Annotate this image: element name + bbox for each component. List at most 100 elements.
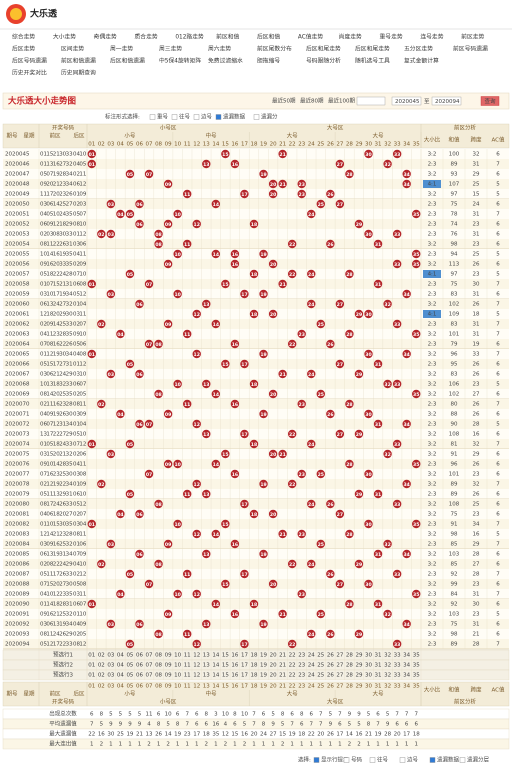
- predict-cell[interactable]: 08: [155, 663, 162, 669]
- predict-cell[interactable]: 24: [308, 663, 315, 669]
- nav-link[interactable]: 012路走势: [175, 33, 204, 41]
- filter-option[interactable]: 重号: [157, 113, 169, 121]
- predict-cell[interactable]: 34: [403, 653, 410, 659]
- nav-link[interactable]: 后区走势: [12, 45, 35, 53]
- predict-cell[interactable]: 30: [365, 653, 372, 659]
- nav-link[interactable]: 免费过滤缩水: [208, 57, 243, 65]
- nav-link[interactable]: 随机选号工具: [355, 57, 390, 65]
- filter-checkbox[interactable]: [215, 114, 222, 120]
- range-link[interactable]: 最近100期: [328, 97, 355, 105]
- input-from-text[interactable]: 2020045: [395, 99, 420, 105]
- nav-link[interactable]: 大小走势: [53, 33, 76, 41]
- predict-cell[interactable]: 09: [165, 653, 172, 659]
- predict-cell[interactable]: 18: [251, 653, 258, 659]
- predict-cell[interactable]: 26: [327, 673, 334, 679]
- predict-cell[interactable]: 24: [308, 653, 315, 659]
- nav-link[interactable]: 前区尾数分布: [257, 45, 292, 53]
- predict-cell[interactable]: 11: [184, 663, 191, 669]
- nav-link[interactable]: 区间走势: [61, 45, 84, 53]
- predict-cell[interactable]: 12: [193, 663, 200, 669]
- nav-link[interactable]: 重号走势: [380, 33, 403, 41]
- predict-cell[interactable]: 10: [174, 673, 181, 679]
- predict-cell[interactable]: 35: [413, 673, 420, 679]
- predict-cell[interactable]: 21: [279, 653, 286, 659]
- predict-cell[interactable]: 25: [317, 673, 324, 679]
- predict-cell[interactable]: 29: [355, 653, 362, 659]
- filter-checkbox[interactable]: [171, 114, 178, 120]
- predict-cell[interactable]: 17: [241, 653, 248, 659]
- option-checkbox[interactable]: [343, 757, 350, 763]
- predict-cell[interactable]: 17: [241, 673, 248, 679]
- nav-link[interactable]: 前区号码遗漏: [453, 45, 488, 53]
- predict-cell[interactable]: 28: [346, 653, 353, 659]
- range-link[interactable]: 最近50期: [272, 97, 296, 105]
- predict-cell[interactable]: 06: [136, 673, 143, 679]
- predict-cell[interactable]: 07: [146, 673, 153, 679]
- predict-cell[interactable]: 15: [222, 673, 229, 679]
- nav-link[interactable]: 周一走势: [110, 45, 133, 53]
- predict-cell[interactable]: 33: [394, 673, 401, 679]
- nav-link[interactable]: 综合走势: [12, 33, 35, 41]
- predict-cell[interactable]: 01: [88, 653, 95, 659]
- option-label[interactable]: 遗漏数据: [437, 756, 460, 764]
- predict-cell[interactable]: 32: [384, 663, 391, 669]
- predict-cell[interactable]: 29: [355, 673, 362, 679]
- option-label[interactable]: 号码: [351, 756, 363, 764]
- predict-cell[interactable]: 31: [375, 653, 382, 659]
- nav-link[interactable]: 周六走势: [208, 45, 231, 53]
- predict-cell[interactable]: 08: [155, 673, 162, 679]
- option-checkbox[interactable]: [313, 757, 320, 763]
- predict-cell[interactable]: 11: [184, 673, 191, 679]
- predict-cell[interactable]: 21: [279, 673, 286, 679]
- filter-option[interactable]: 往号: [179, 113, 191, 121]
- predict-cell[interactable]: 25: [317, 653, 324, 659]
- predict-cell[interactable]: 08: [155, 653, 162, 659]
- predict-cell[interactable]: 09: [165, 663, 172, 669]
- nav-link[interactable]: 中5保4旋转矩阵: [159, 57, 201, 65]
- predict-cell[interactable]: 34: [403, 663, 410, 669]
- predict-cell[interactable]: 02: [98, 653, 105, 659]
- predict-cell[interactable]: 35: [413, 663, 420, 669]
- nav-link[interactable]: 前区走势: [461, 33, 484, 41]
- predict-cell[interactable]: 23: [298, 663, 305, 669]
- predict-cell[interactable]: 28: [346, 663, 353, 669]
- predict-cell[interactable]: 14: [212, 653, 219, 659]
- predict-cell[interactable]: 30: [365, 663, 372, 669]
- filter-option[interactable]: 边号: [201, 113, 213, 121]
- nav-link[interactable]: 胆拖缩号: [257, 57, 280, 65]
- predict-cell[interactable]: 05: [126, 673, 133, 679]
- predict-cell[interactable]: 07: [146, 653, 153, 659]
- predict-cell[interactable]: 16: [231, 653, 238, 659]
- input-to-text[interactable]: 2020094: [435, 99, 460, 105]
- predict-cell[interactable]: 35: [413, 653, 420, 659]
- predict-cell[interactable]: 05: [126, 663, 133, 669]
- predict-cell[interactable]: 34: [403, 673, 410, 679]
- nav-link[interactable]: 质合走势: [135, 33, 158, 41]
- query-button-text[interactable]: 查询: [484, 97, 496, 105]
- predict-cell[interactable]: 22: [289, 663, 296, 669]
- predict-cell[interactable]: 04: [117, 653, 124, 659]
- filter-checkbox[interactable]: [253, 114, 260, 120]
- predict-cell[interactable]: 22: [289, 673, 296, 679]
- option-label[interactable]: 往号: [377, 756, 389, 764]
- predict-cell[interactable]: 16: [231, 673, 238, 679]
- predict-cell[interactable]: 14: [212, 663, 219, 669]
- predict-cell[interactable]: 13: [203, 663, 210, 669]
- option-checkbox[interactable]: [369, 757, 376, 763]
- predict-cell[interactable]: 17: [241, 663, 248, 669]
- predict-cell[interactable]: 19: [260, 653, 267, 659]
- nav-link[interactable]: 历史同期查询: [61, 69, 96, 77]
- predict-cell[interactable]: 03: [107, 653, 114, 659]
- predict-cell[interactable]: 11: [184, 653, 191, 659]
- option-checkbox[interactable]: [429, 757, 436, 763]
- predict-cell[interactable]: 02: [98, 673, 105, 679]
- predict-cell[interactable]: 26: [327, 653, 334, 659]
- nav-link[interactable]: 前区和值: [216, 33, 239, 41]
- predict-cell[interactable]: 12: [193, 673, 200, 679]
- predict-cell[interactable]: 27: [336, 653, 343, 659]
- nav-link[interactable]: 五分区走势: [404, 45, 433, 53]
- nav-link[interactable]: 后区和值: [257, 33, 280, 41]
- option-label[interactable]: 遗漏分层: [467, 756, 490, 764]
- nav-link[interactable]: 后区号码遗漏: [12, 57, 47, 65]
- predict-cell[interactable]: 27: [336, 663, 343, 669]
